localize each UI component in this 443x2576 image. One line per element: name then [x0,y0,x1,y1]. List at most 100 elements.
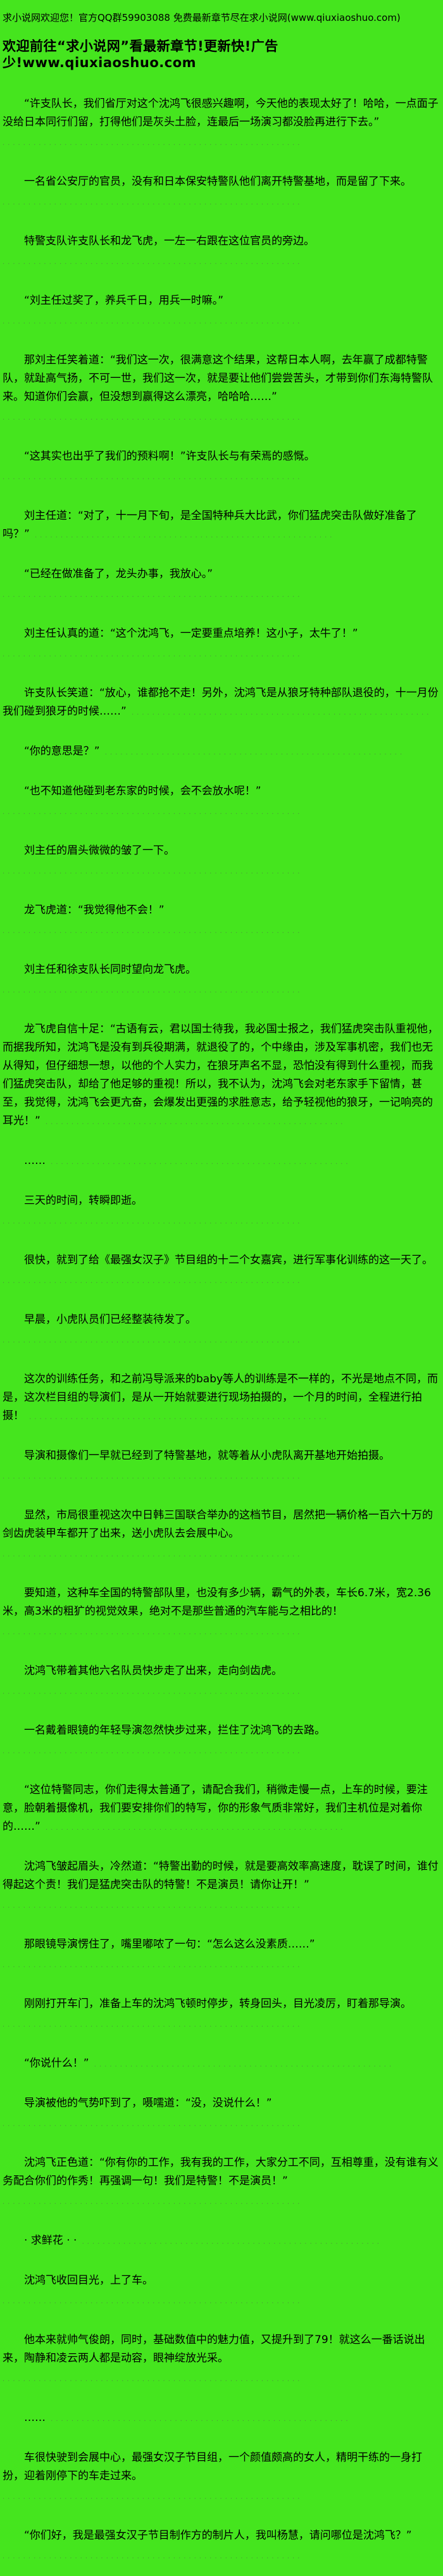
dotted-trail: ........................................… [3,2298,303,2305]
novel-paragraph: 那刘主任笑着道：“我们这一次，很满意这个结果，这帮日本人啊，去年赢了成都特警队，… [3,351,440,427]
dotted-trail: ........................................… [3,1748,303,1755]
dotted-trail: ........................................… [46,1159,351,1166]
dotted-trail: ........................................… [24,1414,330,1421]
novel-paragraph: 车很快驶到会展中心，最强女汉子节目组，一个颜值颇高的女人，精明干练的一身打扮，迎… [3,2449,440,2506]
paragraph-text: “你的意思是？” [24,745,100,758]
novel-paragraph: 沈鸿飞正色道：“你有你的工作，我有我的工作，大家分工不同，互相尊重，没有谁有义务… [3,2154,440,2211]
site-top-notice: 求小说网欢迎您！官方QQ群59903088 免费最新章节尽在求小说网(www.q… [3,12,401,23]
dotted-trail: ........................................… [3,2494,303,2501]
novel-paragraph: 早晨，小虎队员们已经整装待发了。 .......................… [3,1311,440,1350]
dotted-trail: ........................................… [77,2239,382,2246]
novel-paragraph: 刘主任和徐支队长同时望向龙飞虎。 .......................… [3,961,440,1000]
novel-paragraph: · 求鲜花 · · ..............................… [3,2232,440,2251]
paragraph-text: 特警支队许支队长和龙飞虎，一左一右跟在这位官员的旁边。 [24,235,315,247]
novel-paragraph: 刘主任认真的道：“这个沈鸿飞，一定要重点培养！这小子，太牛了！” .......… [3,625,440,664]
dotted-trail: ........................................… [3,868,303,875]
dotted-trail: ........................................… [3,2376,303,2383]
paragraph-text: 导演被他的气势吓到了，嗫嚅道：“没，没说什么！” [24,2097,272,2110]
dotted-trail: ........................................… [3,809,303,816]
dotted-trail: ........................................… [3,318,303,325]
novel-paragraph: 要知道，这种车全国的特警部队里，也没有多少辆，霸气的外表，车长6.7米，宽2.3… [3,1584,440,1642]
novel-paragraph: 刘主任的眉头微微的皱了一下。 .........................… [3,842,440,881]
dotted-trail: ........................................… [3,140,303,147]
paragraph-text: “许支队长，我们省厅对这个沈鸿飞很感兴趣啊，今天他的表现太好了！哈哈，一点面子没… [3,97,439,128]
dotted-trail: ........................................… [3,1337,303,1344]
novel-paragraph: “你的意思是？” ...............................… [3,742,440,762]
dotted-trail: ........................................… [3,1689,303,1696]
novel-paragraph: 导演和摄像们一早就已经到了特警基地，就等着从小虎队离开基地开始拍摄。 .....… [3,1447,440,1486]
novel-paragraph: “你们好，我是最强女汉子节目制作方的制片人，我叫杨慧，请问哪位是沈鸿飞？” ..… [3,2527,440,2566]
novel-body: “许支队长，我们省厅对这个沈鸿飞很感兴趣啊，今天他的表现太好了！哈哈，一点面子没… [3,95,440,2576]
novel-paragraph: “许支队长，我们省厅对这个沈鸿飞很感兴趣啊，今天他的表现太好了！哈哈，一点面子没… [3,95,440,153]
dotted-trail: ........................................… [40,1825,346,1832]
novel-paragraph: 一名省公安厅的官员，没有和日本保安特警队他们离开特警基地，而是留了下来。 ...… [3,173,440,212]
novel-paragraph: 沈鸿飞收回目光，上了车。 ...........................… [3,2272,440,2311]
paragraph-text: 沈鸿飞带着其他六名队员快步走了出来，走向剑齿虎。 [24,1665,282,1677]
dotted-trail: ........................................… [3,1473,303,1480]
paragraph-text: 三天的时间，转瞬即逝。 [24,1194,142,1207]
dotted-trail: ........................................… [46,2416,351,2423]
novel-paragraph: 龙飞虎道：“我觉得他不会！” .........................… [3,901,440,941]
paragraph-text: 刘主任道：“对了，十一月下旬，是全国特种兵大比武，你们猛虎突击队做好准备了吗？” [3,510,417,541]
novel-paragraph: 三天的时间，转瞬即逝。 ............................… [3,1192,440,1231]
novel-paragraph: 刘主任道：“对了，十一月下旬，是全国特种兵大比武，你们猛虎突击队做好准备了吗？”… [3,507,440,545]
dotted-trail: ........................................… [3,1629,303,1636]
paragraph-text: · 求鲜花 · · [24,2234,77,2247]
dotted-trail: ........................................… [99,749,406,756]
novel-paragraph: “这位特警同志，你们走得太普通了，请配合我们，稍微走慢一点，上车的时候，要注意，… [3,1781,440,1837]
paragraph-text: 龙飞虎自信十足：“古语有云，君以国士待我，我必国士报之，我们猛虎突击队重视他，而… [3,1023,439,1127]
dotted-trail: ........................................… [3,592,303,599]
paragraph-text: 导演和摄像们一早就已经到了特警基地，就等着从小虎队离开基地开始拍摄。 [24,1449,390,1462]
novel-paragraph: 一名戴着眼镜的年轻导演忽然快步过来，拦住了沈鸿飞的去路。 ...........… [3,1722,440,1761]
dotted-trail: ........................................… [3,987,303,994]
novel-paragraph: 沈鸿飞带着其他六名队员快步走了出来，走向剑齿虎。 ...............… [3,1662,440,1701]
novel-paragraph: 刚刚打开车门，准备上车的沈鸿飞顿时停步，转身回头，目光凌厉，盯着那导演。 ...… [3,1995,440,2034]
paragraph-text: 那刘主任笑着道：“我们这一次，很满意这个结果，这帮日本人啊，去年赢了成都特警队，… [3,354,433,403]
dotted-trail: ........................................… [3,928,303,935]
paragraph-text: 早晨，小虎队员们已经整装待发了。 [24,1313,196,1326]
paragraph-text: “你说什么！” [24,2057,89,2070]
paragraph-text: 显然，市局很重视这次中日韩三国联合举办的这档节目，居然把一辆价格一百六十万的剑齿… [3,1509,433,1540]
paragraph-text: 沈鸿飞正色道：“你有你的工作，我有我的工作，大家分工不同，互相尊重，没有谁有义务… [3,2156,439,2187]
dotted-trail: ........................................… [3,1903,303,1910]
paragraph-text: 要知道，这种车全国的特警部队里，也没有多少辆，霸气的外表，车长6.7米，宽2.3… [3,1587,431,1618]
dotted-trail: ........................................… [3,651,303,658]
paragraph-text: 沈鸿飞收回目光，上了车。 [24,2274,153,2287]
dotted-trail: ........................................… [3,199,303,206]
dotted-trail: ........................................… [3,2022,303,2029]
novel-paragraph: …… .....................................… [3,2409,440,2429]
dotted-trail: ........................................… [3,2553,303,2560]
novel-paragraph: 龙飞虎自信十足：“古语有云，君以国士待我，我必国士报之，我们猛虎突击队重视他，而… [3,1020,440,1132]
paragraph-text: 刘主任认真的道：“这个沈鸿飞，一定要重点培养！这小子，太牛了！” [24,627,358,640]
novel-paragraph: 导演被他的气势吓到了，嗫嚅道：“没，没说什么！” ...............… [3,2094,440,2134]
paragraph-text: 那眼镜导演愣住了，嘴里嘟哝了一句：“怎么这么没素质……” [24,1938,315,1951]
paragraph-text: “这位特警同志，你们走得太普通了，请配合我们，稍微走慢一点，上车的时候，要注意，… [3,1784,428,1833]
paragraph-text: “你们好，我是最强女汉子节目制作方的制片人，我叫杨慧，请问哪位是沈鸿飞？” [24,2529,412,2542]
paragraph-text: 龙飞虎道：“我觉得他不会！” [24,904,165,916]
novel-paragraph: “你说什么！” ................................… [3,2054,440,2074]
novel-paragraph: 那眼镜导演愣住了，嘴里嘟哝了一句：“怎么这么没素质……” ...........… [3,1935,440,1975]
dotted-trail: ........................................… [3,1962,303,1969]
paragraph-text: 沈鸿飞皱起眉头，冷然道：“特警出勤的时候，就是要高效率高速度，耽误了时间，谁付得… [3,1860,439,1891]
paragraph-text: 一名省公安厅的官员，没有和日本保安特警队他们离开特警基地，而是留了下来。 [24,175,411,188]
paragraph-text: 许支队长笑道：“放心，谁都抢不走！另外，沈鸿飞是从狼牙特种部队退役的，十一月份我… [3,687,439,718]
paragraph-text: 他本来就帅气俊朗，同时，基础数值中的魅力值，又提升到了79！就这么一番话说出来，… [3,2334,425,2365]
dotted-trail: ........................................… [3,474,303,481]
paragraph-text: 一名戴着眼镜的年轻导演忽然快步过来，拦住了沈鸿飞的去路。 [24,1724,325,1737]
dotted-trail: ........................................… [3,1278,303,1285]
paragraph-text: …… [24,2411,46,2424]
paragraph-text: 这次的训练任务，和之前冯导派来的baby等人的训练是不一样的，不光是地点不同，而… [3,1373,439,1422]
paragraph-text: “也不知道他碰到老东家的时候，会不会放水呢！” [24,785,261,797]
paragraph-text: 刘主任的眉头微微的皱了一下。 [24,844,175,857]
dotted-trail: ........................................… [29,532,335,539]
novel-paragraph: …… .....................................… [3,1152,440,1172]
dotted-trail: ........................................… [89,2061,395,2068]
dotted-trail: ........................................… [3,415,303,422]
paragraph-text: 刚刚打开车门，准备上车的沈鸿飞顿时停步，转身回头，目光凌厉，盯着那导演。 [24,1998,411,2010]
paragraph-text: “刘主任过奖了，养兵千日，用兵一时嘛。” [24,294,224,307]
dotted-trail: ........................................… [3,2199,303,2206]
novel-paragraph: “刘主任过奖了，养兵千日，用兵一时嘛。” ...................… [3,292,440,331]
novel-paragraph: “已经在做准备了，龙头办事，我放心。” ....................… [3,565,440,604]
novel-paragraph: 这次的训练任务，和之前冯导派来的baby等人的训练是不一样的，不光是地点不同，而… [3,1370,440,1427]
